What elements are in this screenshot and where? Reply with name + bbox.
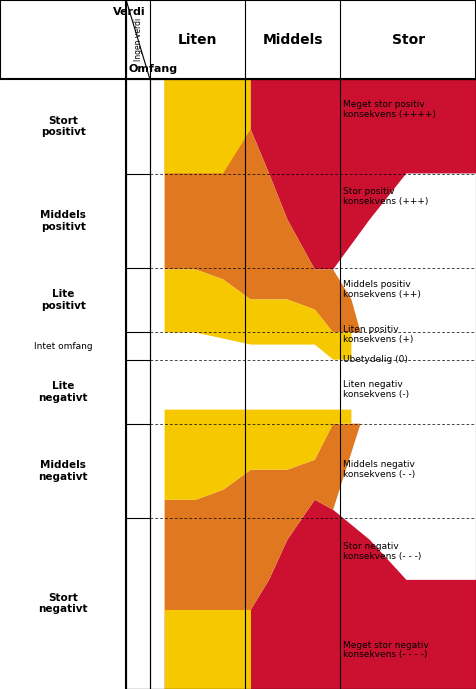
Bar	[126, 79, 476, 689]
Text: Middels
negativt: Middels negativt	[39, 460, 88, 482]
Text: Middels: Middels	[262, 32, 323, 47]
Bar	[150, 79, 151, 689]
Text: Liten negativ
konsekvens (-): Liten negativ konsekvens (-)	[343, 380, 409, 399]
Bar	[0, 0, 476, 79]
Polygon shape	[165, 410, 351, 500]
Text: Omfang: Omfang	[129, 63, 178, 74]
Polygon shape	[361, 79, 476, 174]
Polygon shape	[251, 500, 476, 689]
Text: Meget stor negativ
konsekvens (- - - -): Meget stor negativ konsekvens (- - - -)	[343, 641, 428, 659]
Text: Ingen verdi: Ingen verdi	[134, 18, 142, 61]
Text: Meget stor positiv
konsekvens (++++): Meget stor positiv konsekvens (++++)	[343, 100, 436, 119]
Text: Stort
negativt: Stort negativt	[39, 593, 88, 615]
Polygon shape	[361, 580, 476, 689]
Text: Liten: Liten	[178, 32, 217, 47]
Text: Intet omfang: Intet omfang	[34, 342, 92, 351]
Text: Ubetydelig (0): Ubetydelig (0)	[343, 355, 407, 364]
Text: Verdi: Verdi	[112, 7, 145, 17]
Polygon shape	[165, 610, 251, 689]
Text: Lite
negativt: Lite negativt	[39, 381, 88, 402]
Text: Stort
positivt: Stort positivt	[40, 116, 86, 137]
Bar	[126, 79, 150, 689]
Polygon shape	[165, 79, 251, 174]
Polygon shape	[165, 424, 361, 689]
Text: Lite
positivt: Lite positivt	[40, 289, 86, 311]
Polygon shape	[165, 269, 351, 360]
Text: Stor negativ
konsekvens (- - -): Stor negativ konsekvens (- - -)	[343, 542, 421, 561]
Text: Stor positiv
konsekvens (+++): Stor positiv konsekvens (+++)	[343, 187, 428, 206]
Polygon shape	[165, 79, 361, 333]
Text: Middels
positivt: Middels positivt	[40, 210, 86, 232]
Text: Middels positiv
konsekvens (++): Middels positiv konsekvens (++)	[343, 280, 421, 299]
Text: Liten positiv
konsekvens (+): Liten positiv konsekvens (+)	[343, 325, 413, 344]
Text: Stor: Stor	[392, 32, 425, 47]
Text: Middels negativ
konsekvens (- -): Middels negativ konsekvens (- -)	[343, 460, 415, 479]
Polygon shape	[251, 79, 476, 269]
